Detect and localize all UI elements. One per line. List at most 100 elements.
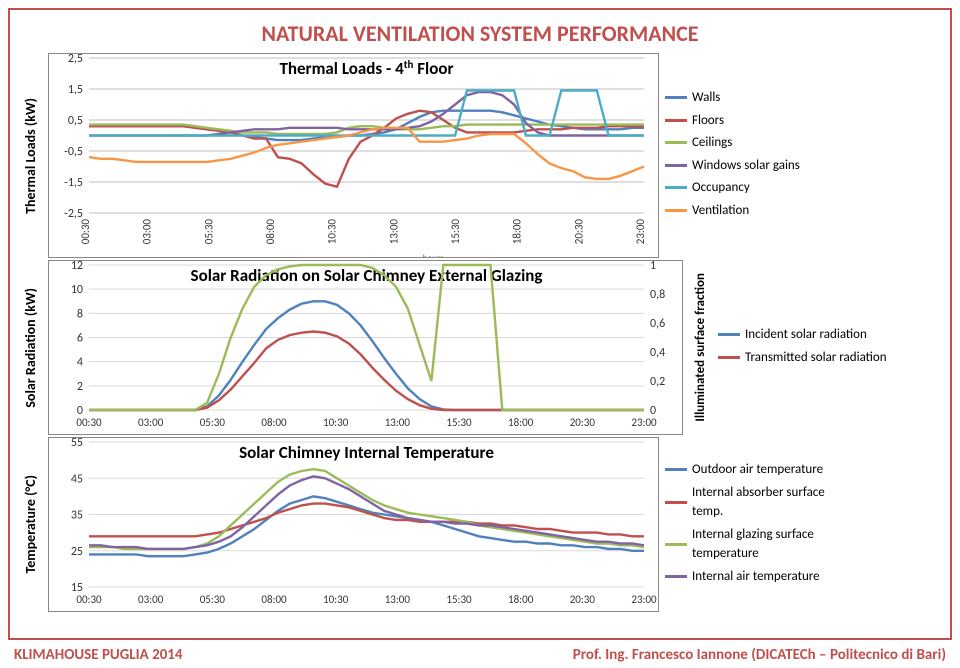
svg-text:03:00: 03:00	[138, 416, 164, 429]
legend-item: Occupancy	[665, 178, 837, 198]
legend-label: Occupancy	[692, 178, 750, 198]
svg-text:23:00: 23:00	[631, 593, 657, 606]
legend-label: Windows solar gains	[692, 156, 800, 176]
svg-text:00:30: 00:30	[76, 593, 102, 606]
legend-item: Transmitted solar radiation	[718, 348, 903, 368]
svg-text:15:30: 15:30	[446, 593, 472, 606]
legend-swatch	[665, 141, 687, 144]
chart2-block: Solar Radiation (kW) 02468101200,20,40,6…	[22, 260, 938, 435]
footer-right: Prof. Ing. Francesco Iannone (DICATECh –…	[573, 646, 946, 664]
svg-text:-2,5: -2,5	[64, 207, 83, 221]
svg-text:05:30: 05:30	[200, 416, 226, 429]
legend-swatch	[665, 96, 687, 99]
chart3-block: Temperature (°C) 152535455500:3003:0005:…	[22, 437, 938, 612]
chart1-legend: Walls FloorsCeilings Windows solar gainsOc…	[665, 88, 837, 223]
chart3-ylabel: Temperature (°C)	[22, 475, 42, 574]
chart3-svg: 152535455500:3003:0005:3008:0010:3013:00…	[48, 437, 659, 612]
legend-item: Walls	[665, 88, 837, 108]
svg-text:Solar Chimney Internal Tempera: Solar Chimney Internal Temperature	[239, 442, 494, 463]
legend-swatch	[665, 186, 687, 189]
legend-item: Floors	[665, 111, 837, 131]
svg-text:0,8: 0,8	[650, 288, 665, 302]
legend-swatch	[665, 501, 687, 504]
svg-text:12: 12	[71, 260, 83, 273]
legend-label: Ceilings	[692, 133, 732, 153]
svg-text:18:00: 18:00	[511, 219, 524, 245]
svg-text:45: 45	[71, 472, 83, 486]
chart2-y2label: Illuminated surface fraction	[689, 273, 712, 422]
legend-swatch	[665, 543, 687, 546]
svg-text:08:00: 08:00	[264, 219, 277, 245]
svg-text:25: 25	[71, 545, 83, 559]
svg-text:13:00: 13:00	[385, 416, 411, 429]
svg-text:05:30: 05:30	[202, 219, 215, 245]
legend-swatch	[718, 333, 740, 336]
page-title: NATURAL VENTILATION SYSTEM PERFORMANCE	[10, 10, 950, 53]
svg-text:1,5: 1,5	[68, 83, 83, 97]
legend-item: Ventilation	[665, 201, 837, 221]
chart1-ylabel: Thermal Loads (kW)	[22, 98, 42, 214]
svg-text:10: 10	[71, 283, 83, 297]
svg-text:6: 6	[77, 332, 83, 346]
legend-item: Internal absorber surface temp.	[665, 483, 850, 522]
legend-label: Ventilation	[692, 201, 749, 221]
legend-swatch	[665, 119, 687, 122]
svg-text:03:00: 03:00	[141, 219, 154, 245]
legend-item: Ceilings	[665, 133, 837, 153]
legend-label: Transmitted solar radiation	[745, 348, 887, 368]
svg-text:hours: hours	[423, 253, 444, 258]
legend-item: Internal air temperature	[665, 567, 850, 587]
svg-text:-0,5: -0,5	[64, 145, 83, 159]
main-frame: NATURAL VENTILATION SYSTEM PERFORMANCE T…	[8, 8, 952, 640]
svg-text:20:30: 20:30	[572, 219, 585, 245]
svg-text:1: 1	[650, 260, 656, 273]
legend-item: Internal glazing surface temperature	[665, 525, 850, 564]
svg-text:10:30: 10:30	[323, 593, 349, 606]
svg-text:0,5: 0,5	[68, 114, 83, 128]
svg-text:0,6: 0,6	[650, 317, 665, 331]
svg-text:13:00: 13:00	[387, 219, 400, 245]
legend-swatch	[665, 468, 687, 471]
svg-text:-1,5: -1,5	[64, 176, 83, 190]
svg-text:4: 4	[77, 356, 83, 370]
svg-text:8: 8	[77, 307, 83, 321]
svg-text:08:00: 08:00	[261, 416, 287, 429]
legend-swatch	[665, 164, 687, 167]
legend-item: Outdoor air temperature	[665, 460, 850, 480]
svg-text:2,5: 2,5	[68, 53, 83, 66]
svg-text:10:30: 10:30	[326, 219, 339, 245]
svg-text:03:00: 03:00	[138, 593, 164, 606]
chart2-svg: 02468101200,20,40,60,8100:3003:0005:3008…	[48, 260, 683, 435]
svg-text:0,2: 0,2	[650, 375, 665, 389]
legend-label: Outdoor air temperature	[692, 460, 823, 480]
legend-label: Internal absorber surface temp.	[692, 483, 850, 522]
chart1-svg: -2,5-1,5-0,50,51,52,500:3003:0005:3008:0…	[48, 53, 659, 258]
chart2-legend: Incident solar radiation Transmitted sola…	[718, 325, 903, 370]
legend-label: Walls	[692, 88, 720, 108]
svg-text:15:30: 15:30	[446, 416, 472, 429]
legend-swatch	[718, 356, 740, 359]
footer-left: KLIMAHOUSE PUGLIA 2014	[14, 646, 183, 664]
svg-text:20:30: 20:30	[570, 416, 596, 429]
svg-text:20:30: 20:30	[570, 593, 596, 606]
legend-item: Incident solar radiation	[718, 325, 903, 345]
legend-swatch	[665, 575, 687, 578]
svg-text:23:00: 23:00	[634, 219, 647, 245]
svg-text:15:30: 15:30	[449, 219, 462, 245]
legend-swatch	[665, 209, 687, 212]
svg-text:0,4: 0,4	[650, 346, 665, 360]
svg-text:05:30: 05:30	[200, 593, 226, 606]
svg-text:10:30: 10:30	[323, 416, 349, 429]
svg-text:55: 55	[71, 437, 83, 450]
svg-text:18:00: 18:00	[508, 593, 534, 606]
svg-text:35: 35	[71, 509, 83, 523]
legend-label: Incident solar radiation	[745, 325, 867, 345]
footer: KLIMAHOUSE PUGLIA 2014 Prof. Ing. France…	[14, 646, 946, 664]
svg-text:18:00: 18:00	[508, 416, 534, 429]
legend-label: Internal glazing surface temperature	[692, 525, 850, 564]
svg-text:Thermal Loads - 4th Floor: Thermal Loads - 4th Floor	[279, 58, 453, 80]
chart2-ylabel: Solar Radiation (kW)	[22, 288, 42, 408]
chart1-block: Thermal Loads (kW) -2,5 -1,5 -0,5 0,5 1,5 2,5…	[22, 53, 938, 258]
legend-label: Internal air temperature	[692, 567, 820, 587]
svg-text:2: 2	[77, 380, 83, 394]
